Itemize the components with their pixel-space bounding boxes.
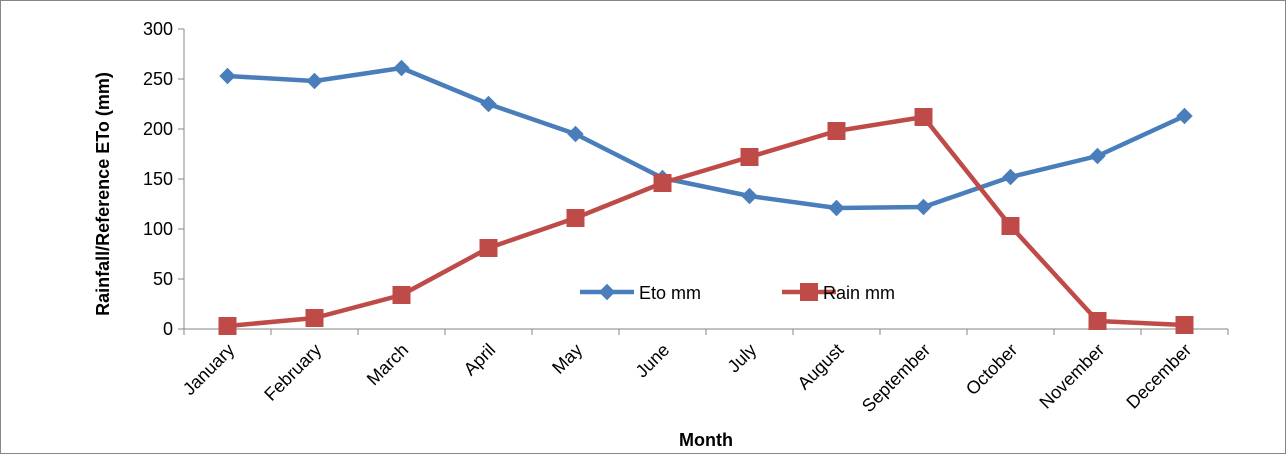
data-point xyxy=(480,95,497,113)
data-point xyxy=(828,199,845,217)
legend: Eto mm Rain mm xyxy=(580,283,895,303)
data-point xyxy=(915,198,932,216)
data-point xyxy=(827,122,846,140)
legend-label: Rain mm xyxy=(823,283,895,303)
series-rain xyxy=(218,108,1194,335)
data-point xyxy=(1175,316,1194,334)
y-tick-label: 50 xyxy=(153,269,173,289)
data-point xyxy=(1001,217,1020,235)
y-tick-label: 0 xyxy=(163,319,173,339)
data-point xyxy=(914,108,933,126)
x-tick-label: January xyxy=(179,340,238,399)
data-point xyxy=(305,309,324,327)
legend-marker xyxy=(598,283,616,301)
axes xyxy=(183,29,1228,330)
x-tick-label: December xyxy=(1122,340,1195,413)
legend-label: Eto mm xyxy=(639,283,701,303)
series-line xyxy=(225,65,1187,211)
x-axis-ticks: January February March April May June July Augu… xyxy=(179,329,1229,416)
data-point xyxy=(566,209,585,227)
series-layer xyxy=(218,59,1194,335)
x-tick-label: July xyxy=(724,340,761,377)
x-tick-label: September xyxy=(858,340,934,416)
y-axis-title: Rainfall/Reference ETo (mm) xyxy=(93,72,113,316)
series-eto xyxy=(219,59,1193,217)
legend-item: Rain mm xyxy=(782,283,895,303)
y-tick-label: 250 xyxy=(143,69,173,89)
x-tick-label: October xyxy=(962,340,1021,399)
data-point xyxy=(567,125,584,143)
x-tick-label: November xyxy=(1035,340,1108,413)
data-point xyxy=(740,148,759,166)
data-point xyxy=(653,174,672,192)
data-point xyxy=(1089,147,1106,165)
y-tick-label: 200 xyxy=(143,119,173,139)
x-axis-title: Month xyxy=(679,430,733,450)
y-tick-label: 300 xyxy=(143,19,173,39)
data-point xyxy=(1088,312,1107,330)
data-point xyxy=(306,72,323,90)
x-tick-label: May xyxy=(548,340,586,378)
data-point xyxy=(219,67,236,85)
x-tick-label: April xyxy=(460,340,500,380)
y-tick-label: 150 xyxy=(143,169,173,189)
x-tick-label: February xyxy=(260,340,325,405)
data-point xyxy=(1176,107,1193,125)
data-point xyxy=(392,286,411,304)
series-line xyxy=(225,114,1187,329)
data-point xyxy=(393,59,410,77)
legend-item: Eto mm xyxy=(580,283,701,303)
x-tick-label: March xyxy=(363,340,413,390)
y-tick-label: 100 xyxy=(143,219,173,239)
legend-marker xyxy=(800,283,818,301)
data-point xyxy=(1002,168,1019,186)
x-tick-label: June xyxy=(632,340,674,382)
y-axis-ticks: 0 50 100 150 200 250 300 xyxy=(143,19,184,339)
x-tick-label: August xyxy=(794,340,848,394)
data-point xyxy=(218,317,237,335)
data-point xyxy=(479,239,498,257)
data-point xyxy=(741,187,758,205)
